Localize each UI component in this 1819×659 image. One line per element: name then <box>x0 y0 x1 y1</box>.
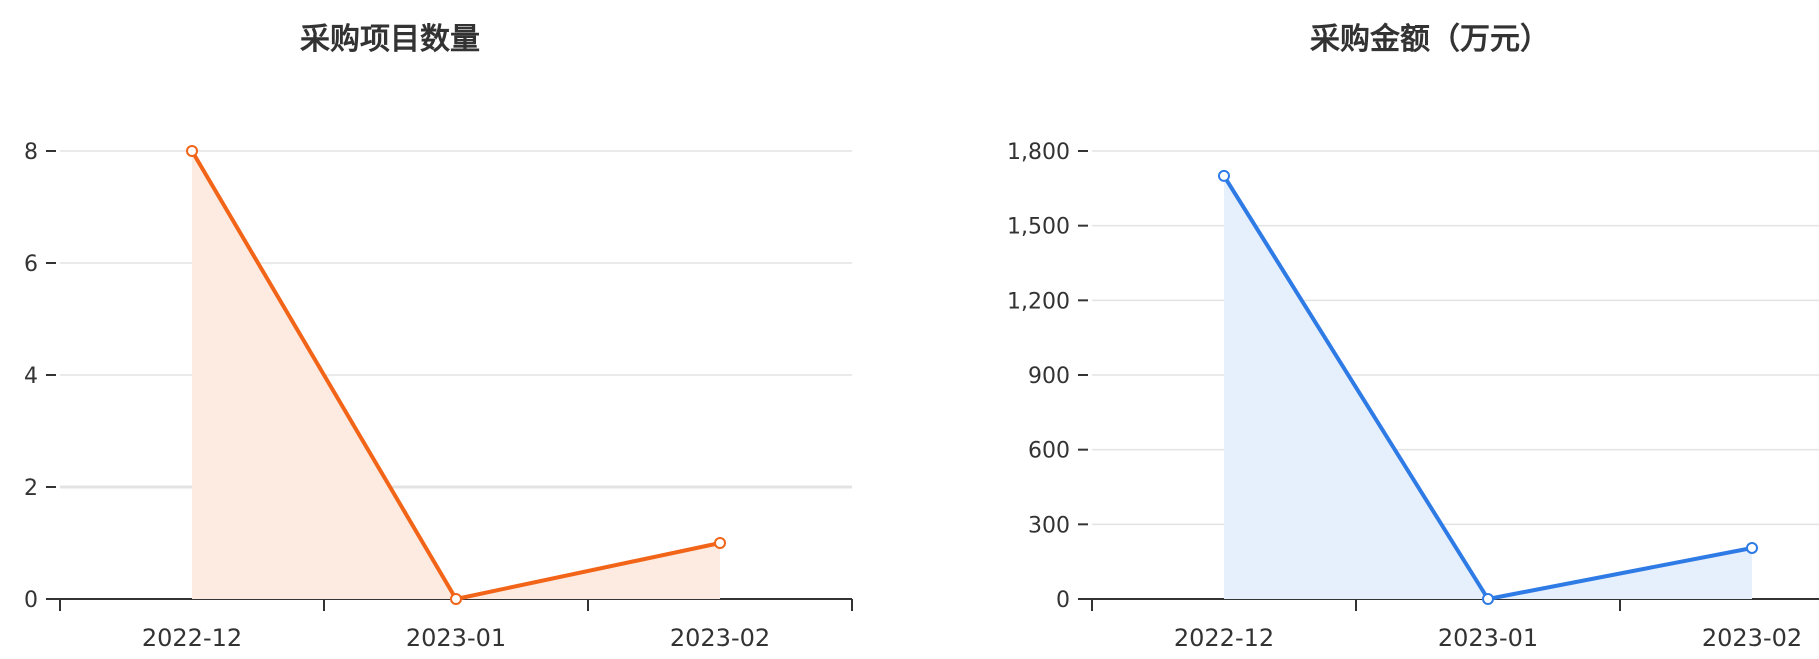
x-category-label: 2023-02 <box>670 624 770 652</box>
y-tick-label: 6 <box>24 252 38 277</box>
y-tick-label: 1,800 <box>1007 140 1070 165</box>
data-point <box>450 593 462 605</box>
x-category-label: 2022-12 <box>1174 624 1274 652</box>
y-tick-label: 1,200 <box>1007 289 1070 314</box>
x-category-label: 2023-02 <box>1702 624 1802 652</box>
data-point <box>1746 541 1758 554</box>
data-point <box>186 145 198 157</box>
y-tick-label: 0 <box>1056 588 1070 613</box>
x-category-label: 2023-01 <box>1438 624 1538 652</box>
data-point <box>714 537 726 549</box>
chart-title-project-count: 采购项目数量 <box>300 22 480 57</box>
y-tick-label: 8 <box>24 140 38 165</box>
series-area-fill <box>192 151 720 599</box>
y-tick-label: 300 <box>1028 513 1070 538</box>
y-tick-label: 0 <box>24 588 38 613</box>
y-tick-label: 1,500 <box>1007 215 1070 240</box>
series-area-fill <box>1224 175 1752 599</box>
data-point <box>1482 593 1494 605</box>
x-category-label: 2023-01 <box>406 624 506 652</box>
y-tick-label: 600 <box>1028 439 1070 464</box>
y-tick-label: 4 <box>24 364 38 389</box>
y-tick-label: 900 <box>1028 364 1070 389</box>
data-point <box>1218 169 1230 182</box>
y-tick-label: 2 <box>24 476 38 501</box>
x-category-label: 2022-12 <box>142 624 242 652</box>
chart-title-purchase-amount: 采购金额（万元） <box>1310 22 1550 57</box>
